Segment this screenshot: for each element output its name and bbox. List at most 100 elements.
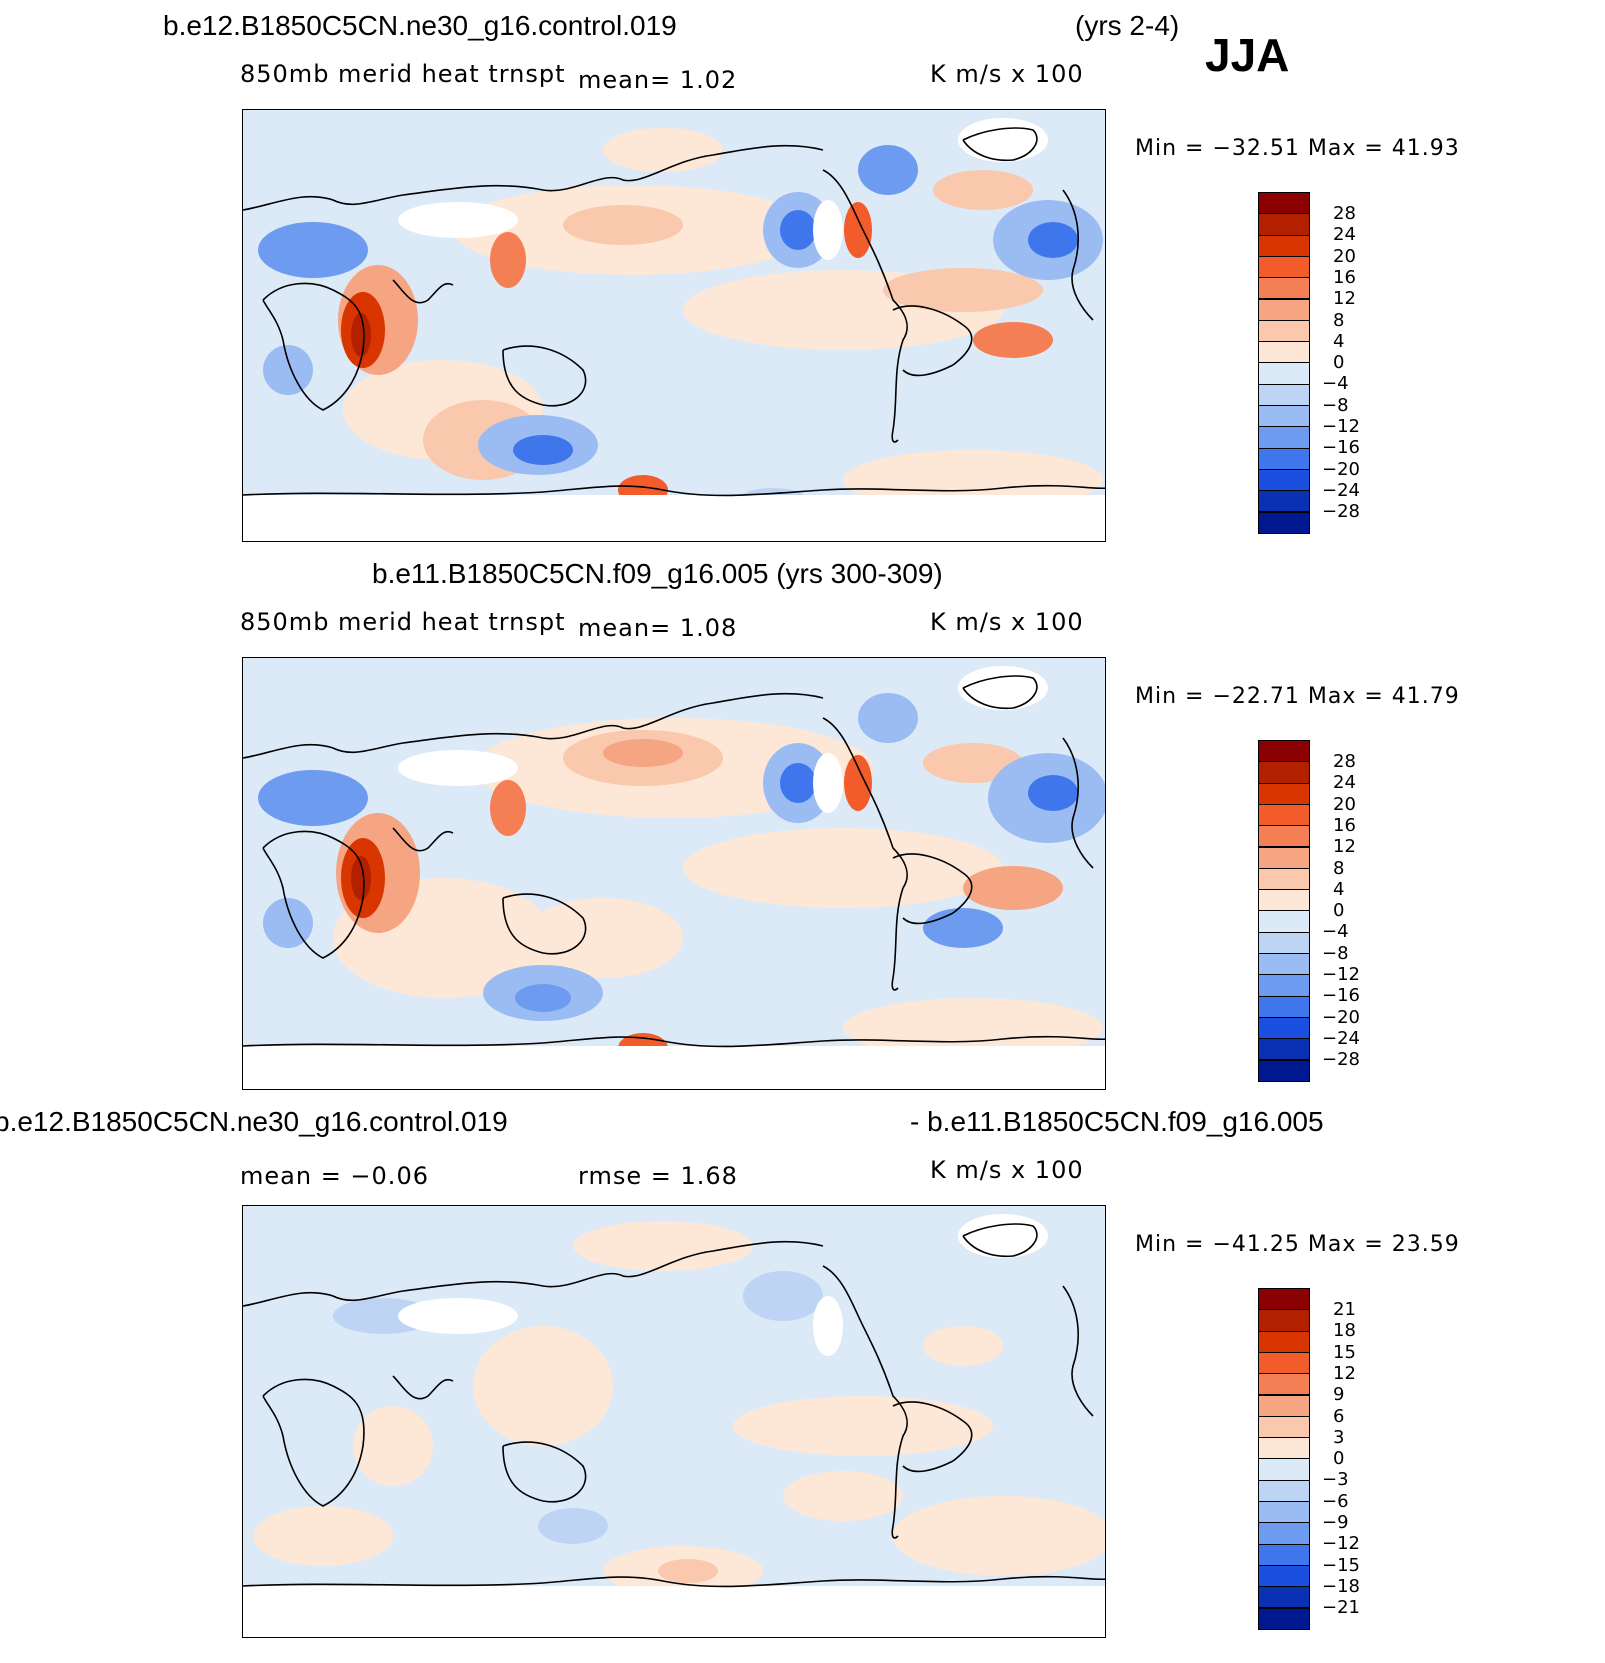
panel1-variable-label: 850mb merid heat trnspt — [240, 60, 566, 88]
colorbar-box — [1258, 341, 1310, 364]
colorbar-box — [1258, 1059, 1310, 1082]
colorbar-box — [1258, 490, 1310, 513]
colorbar-box — [1258, 277, 1310, 300]
colorbar-box — [1258, 740, 1310, 763]
panel3-rmse-label: rmse = 1.68 — [578, 1162, 738, 1190]
colorbar-label: 0 — [1333, 900, 1345, 922]
colorbar-label: −8 — [1322, 394, 1349, 416]
colorbar-box — [1258, 468, 1310, 492]
colorbar-box — [1258, 213, 1310, 236]
colorbar-box — [1258, 1351, 1310, 1375]
colorbar-box — [1258, 1501, 1310, 1524]
panel3-map — [242, 1205, 1106, 1638]
colorbar-box — [1258, 1415, 1310, 1439]
colorbar-label: 28 — [1333, 751, 1356, 772]
colorbar-box — [1258, 953, 1310, 976]
colorbar-label: 12 — [1333, 836, 1356, 858]
panel1-mean-label: mean= 1.02 — [578, 66, 738, 94]
panel2-map — [242, 657, 1106, 1090]
colorbar-box — [1258, 889, 1310, 912]
colorbar-box — [1258, 319, 1310, 343]
colorbar-label: −21 — [1322, 1597, 1360, 1619]
panel1-title-left: b.e12.B1850C5CN.ne30_g16.control.019 — [163, 10, 677, 41]
colorbar-label: −28 — [1322, 1049, 1360, 1071]
colorbar-label: 0 — [1333, 1448, 1345, 1470]
colorbar-label: 12 — [1333, 1362, 1356, 1384]
panel1-colorbar — [1258, 192, 1310, 534]
colorbar-box — [1258, 782, 1310, 805]
colorbar-label: −20 — [1322, 1006, 1360, 1028]
colorbar-box — [1258, 1458, 1310, 1481]
panel3-colorbar — [1258, 1288, 1310, 1630]
colorbar-box — [1258, 1437, 1310, 1460]
colorbar-label: −16 — [1322, 437, 1360, 459]
panel2-title: b.e11.B1850C5CN.f09_g16.005 (yrs 300-309… — [372, 558, 943, 589]
colorbar-box — [1258, 1330, 1310, 1353]
colorbar-label: −28 — [1322, 501, 1360, 523]
colorbar-label: 20 — [1333, 793, 1356, 815]
colorbar-box — [1258, 761, 1310, 784]
colorbar-box — [1258, 803, 1310, 827]
colorbar-label: −4 — [1322, 373, 1349, 395]
colorbar-box — [1258, 1564, 1310, 1588]
colorbar-label: 9 — [1333, 1384, 1345, 1406]
colorbar-label: −8 — [1322, 942, 1349, 964]
colorbar-label: −3 — [1322, 1469, 1349, 1491]
colorbar-box — [1258, 298, 1310, 321]
colorbar-label: −24 — [1322, 479, 1360, 501]
colorbar-box — [1258, 192, 1310, 215]
colorbar-label: 16 — [1333, 266, 1356, 288]
colorbar-label: −20 — [1322, 458, 1360, 480]
colorbar-box — [1258, 1394, 1310, 1417]
panel3-min-max: Min = −41.25 Max = 23.59 — [1135, 1232, 1460, 1257]
colorbar-box — [1258, 405, 1310, 428]
colorbar-box — [1258, 383, 1310, 406]
colorbar-box — [1258, 1607, 1310, 1630]
colorbar-label: −12 — [1322, 416, 1360, 437]
colorbar-label: 0 — [1333, 352, 1345, 374]
colorbar-box — [1258, 1288, 1310, 1311]
colorbar-label: 6 — [1333, 1405, 1345, 1427]
panel2-units-label: K m/s x 100 — [930, 608, 1084, 636]
panel3-map-plot — [243, 1206, 1105, 1637]
colorbar-box — [1258, 1038, 1310, 1061]
colorbar-label: 4 — [1333, 878, 1345, 900]
colorbar-box — [1258, 1543, 1310, 1566]
panel1-title-right: (yrs 2-4) — [1075, 10, 1180, 41]
colorbar-label: 8 — [1333, 309, 1345, 331]
colorbar-box — [1258, 362, 1310, 385]
colorbar-label: 12 — [1333, 288, 1356, 310]
colorbar-label: −15 — [1322, 1554, 1360, 1576]
panel2-variable-label: 850mb merid heat trnspt — [240, 608, 566, 636]
panel3-title-left: b.e12.B1850C5CN.ne30_g16.control.019 — [0, 1106, 508, 1137]
colorbar-label: −12 — [1322, 964, 1360, 985]
colorbar-box — [1258, 426, 1310, 449]
panel2-mean-label: mean= 1.08 — [578, 614, 738, 642]
colorbar-box — [1258, 995, 1310, 1018]
colorbar-box — [1258, 1309, 1310, 1332]
colorbar-label: −18 — [1322, 1575, 1360, 1597]
panel1-units-label: K m/s x 100 — [930, 60, 1084, 88]
colorbar-box — [1258, 1016, 1310, 1040]
colorbar-box — [1258, 1586, 1310, 1609]
colorbar-box — [1258, 511, 1310, 534]
colorbar-label: −4 — [1322, 921, 1349, 943]
panel1-map-plot — [243, 110, 1105, 541]
colorbar-label: 24 — [1333, 772, 1356, 794]
panel3-units-label: K m/s x 100 — [930, 1156, 1084, 1184]
colorbar-label: 15 — [1333, 1341, 1356, 1363]
colorbar-label: −9 — [1322, 1512, 1349, 1533]
colorbar-label: 21 — [1333, 1299, 1356, 1320]
panel2-map-plot — [243, 658, 1105, 1089]
colorbar-box — [1258, 846, 1310, 869]
colorbar-label: 28 — [1333, 203, 1356, 224]
panel1-min-max: Min = −32.51 Max = 41.93 — [1135, 136, 1460, 161]
colorbar-label: 24 — [1333, 224, 1356, 246]
panel2-colorbar — [1258, 740, 1310, 1082]
colorbar-label: −24 — [1322, 1027, 1360, 1049]
colorbar-label: 3 — [1333, 1426, 1345, 1448]
colorbar-label: 18 — [1333, 1320, 1356, 1342]
colorbar-box — [1258, 931, 1310, 954]
colorbar-label: −6 — [1322, 1490, 1349, 1512]
panel1-map — [242, 109, 1106, 542]
